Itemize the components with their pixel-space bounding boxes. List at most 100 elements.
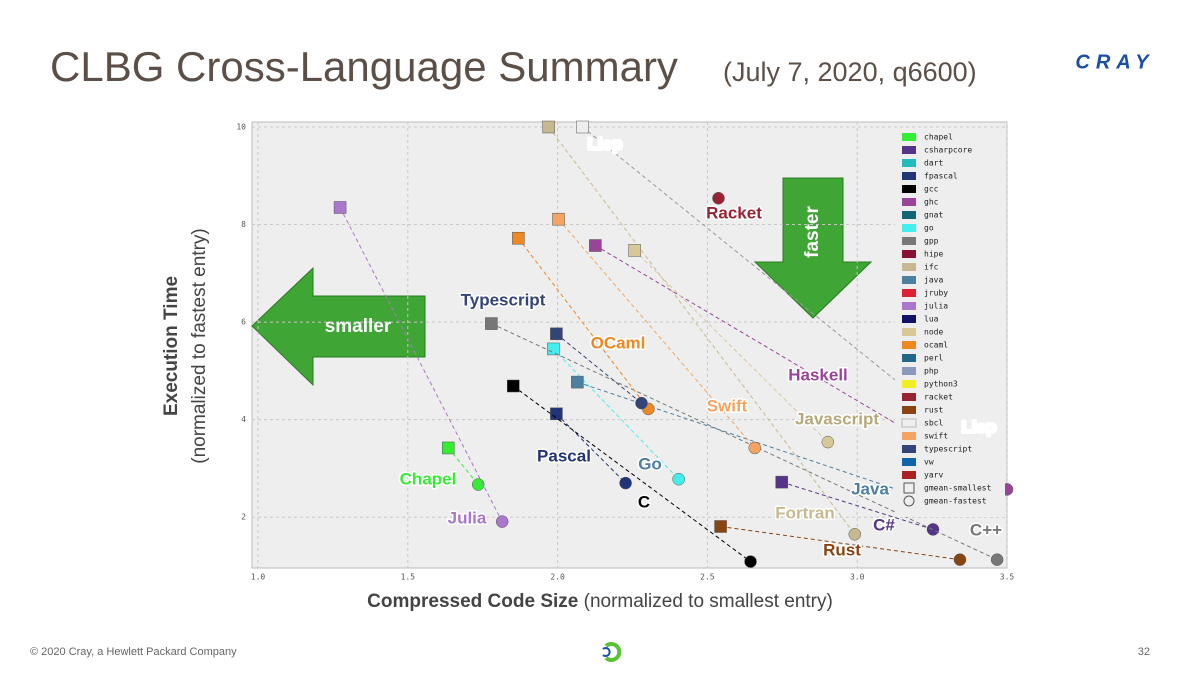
legend-label: rust bbox=[924, 406, 943, 415]
legend-swatch bbox=[902, 445, 916, 453]
legend-label: go bbox=[924, 224, 934, 233]
point-smallest bbox=[550, 407, 563, 421]
legend-swatch bbox=[902, 328, 916, 336]
x-tick-label: 1.0 bbox=[251, 573, 266, 582]
legend-swatch bbox=[902, 172, 916, 180]
legend-label: perl bbox=[924, 354, 943, 363]
legend-swatch bbox=[902, 458, 916, 466]
legend-label: python3 bbox=[924, 380, 958, 389]
x-axis-title-sub: (normalized to smallest entry) bbox=[584, 591, 833, 612]
arrow-left bbox=[251, 266, 426, 387]
x-axis-title-main: Compressed Code Size bbox=[367, 591, 578, 612]
y-tick-label: 10 bbox=[236, 123, 246, 132]
legend-label: swift bbox=[924, 432, 948, 441]
legend-label: lua bbox=[924, 315, 939, 324]
connector bbox=[582, 126, 947, 422]
point-fastest bbox=[821, 435, 835, 449]
point-smallest bbox=[550, 327, 563, 341]
legend-swatch bbox=[902, 471, 916, 479]
point-smallest bbox=[507, 379, 520, 393]
point-smallest bbox=[552, 212, 565, 226]
point-smallest bbox=[333, 201, 347, 214]
footer-copyright: © 2020 Cray, a Hewlett Packard Company bbox=[30, 646, 237, 658]
connector bbox=[558, 218, 756, 449]
annotation: Java bbox=[851, 479, 889, 498]
legend-label: racket bbox=[924, 393, 953, 402]
point-fastest bbox=[953, 553, 967, 566]
y-tick-label: 2 bbox=[241, 513, 246, 522]
point-fastest bbox=[926, 523, 940, 536]
connector bbox=[577, 381, 903, 492]
legend-label: ghc bbox=[924, 198, 939, 207]
connector bbox=[553, 348, 679, 480]
logo: CRAY bbox=[1075, 51, 1154, 73]
point-smallest bbox=[512, 231, 525, 245]
annotation: Julia bbox=[448, 508, 487, 527]
legend-swatch bbox=[902, 367, 916, 375]
annotation: C++ bbox=[970, 520, 1002, 539]
legend-swatch bbox=[902, 315, 916, 323]
legend-swatch bbox=[902, 146, 916, 154]
x-tick-label: 2.0 bbox=[550, 573, 565, 582]
annotation: Fortran bbox=[775, 503, 835, 522]
legend-label: chapel bbox=[924, 133, 953, 142]
legend-label: yarv bbox=[924, 471, 943, 480]
annotation: Typescript bbox=[461, 290, 546, 309]
point-fastest bbox=[744, 555, 757, 568]
legend-swatch bbox=[902, 406, 916, 414]
legend-marker bbox=[903, 495, 915, 507]
legend-label: julia bbox=[924, 302, 948, 311]
connector bbox=[339, 207, 503, 522]
legend-label: gnat bbox=[924, 211, 943, 220]
legend-swatch bbox=[902, 432, 916, 440]
legend-swatch bbox=[901, 418, 917, 428]
point-fastest bbox=[471, 478, 485, 491]
legend-swatch bbox=[902, 224, 916, 232]
legend-swatch bbox=[902, 263, 916, 271]
y-tick-label: 4 bbox=[241, 415, 246, 424]
annotation: Lisp bbox=[588, 134, 623, 153]
y-axis-subtitle: (normalized to fastest entry) bbox=[189, 228, 210, 463]
connector bbox=[517, 237, 649, 410]
slide-subtitle: (July 7, 2020, q6600) bbox=[723, 57, 977, 87]
connector bbox=[556, 333, 642, 404]
legend-label: sbcl bbox=[924, 419, 943, 428]
annotation: Swift bbox=[707, 396, 748, 415]
annotation: Lisp bbox=[962, 417, 997, 436]
legend-swatch bbox=[902, 289, 916, 297]
x-tick-label: 3.0 bbox=[850, 573, 865, 582]
point-smallest bbox=[589, 239, 602, 252]
x-tick-label: 2.5 bbox=[700, 573, 715, 582]
point-fastest bbox=[619, 476, 632, 490]
point-smallest bbox=[628, 244, 641, 257]
connector bbox=[512, 385, 751, 563]
arrow-label: faster bbox=[802, 206, 823, 258]
annotation: Pascal bbox=[537, 446, 591, 465]
point-smallest bbox=[576, 120, 589, 134]
connector bbox=[595, 245, 1008, 490]
connector bbox=[548, 126, 856, 535]
point-smallest bbox=[714, 520, 727, 533]
point-fastest bbox=[712, 191, 725, 205]
legend-label: node bbox=[924, 328, 943, 337]
legend-label: php bbox=[924, 367, 939, 376]
legend-swatch bbox=[902, 354, 916, 362]
point-smallest bbox=[775, 475, 788, 489]
annotation: Chapel bbox=[400, 469, 457, 488]
legend-swatch bbox=[902, 159, 916, 167]
point-smallest bbox=[542, 120, 555, 134]
legend-swatch bbox=[902, 133, 916, 141]
legend-swatch bbox=[902, 237, 916, 245]
y-tick-label: 6 bbox=[241, 318, 246, 327]
point-fastest bbox=[635, 396, 648, 410]
point-smallest bbox=[547, 342, 560, 356]
annotation: OCaml bbox=[591, 333, 646, 352]
legend-label: gpp bbox=[924, 237, 939, 246]
annotation: Racket bbox=[706, 203, 762, 222]
legend-label: vw bbox=[924, 458, 934, 467]
point-smallest bbox=[485, 317, 498, 330]
x-tick-label: 1.5 bbox=[401, 573, 416, 582]
point-fastest bbox=[848, 528, 862, 541]
